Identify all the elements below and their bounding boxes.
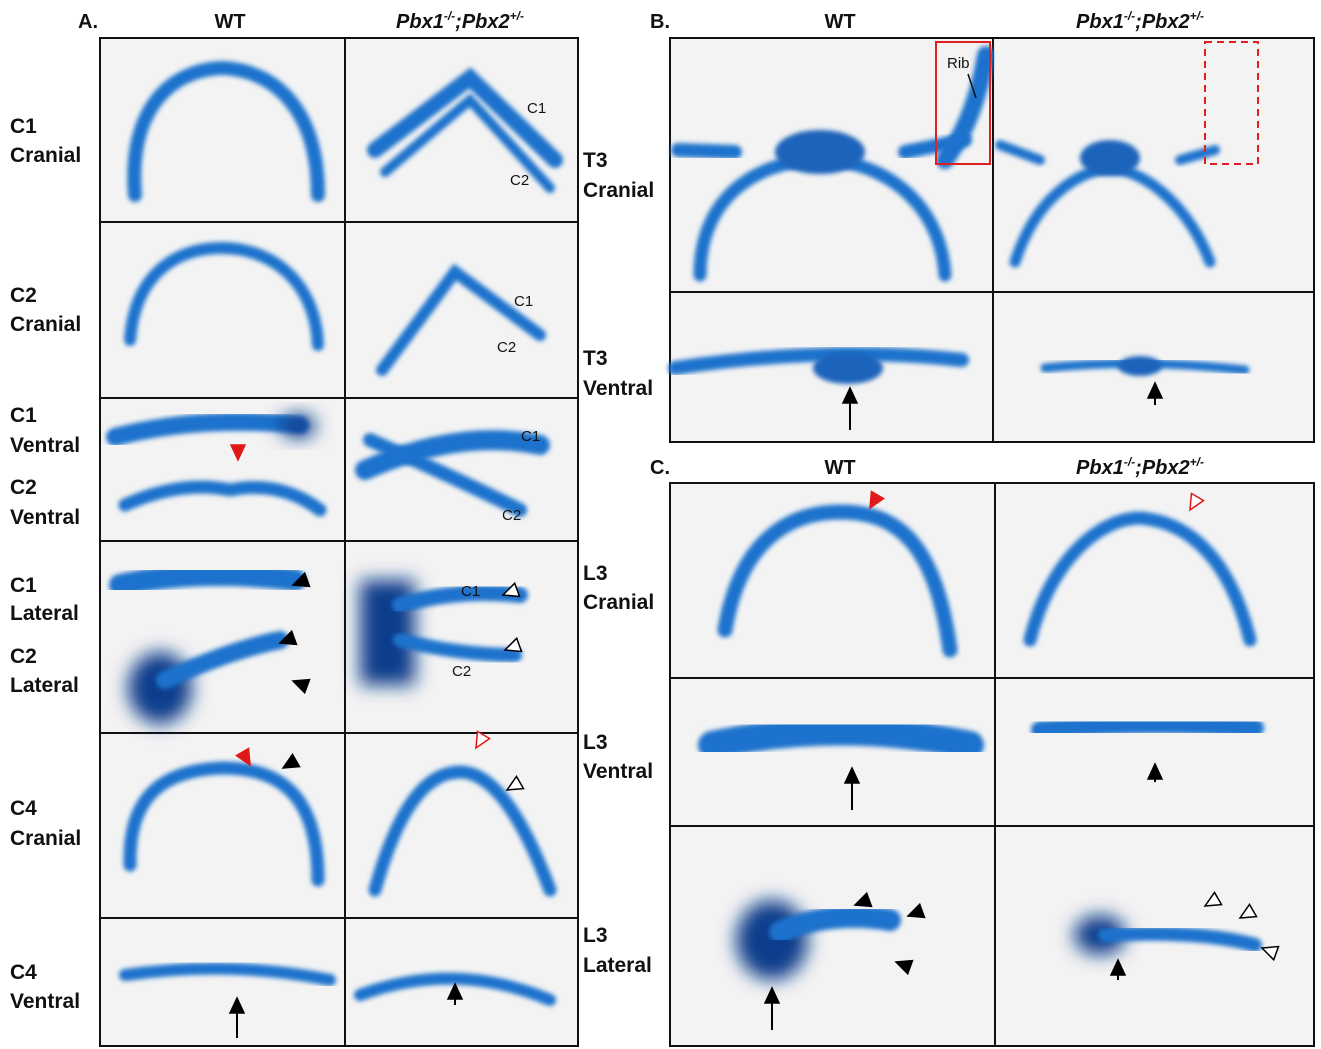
image-cell (670, 826, 995, 1046)
annotation: C1 (521, 428, 540, 445)
figure: A. WT Pbx1-/-;Pbx2+/- C1 Cranial C2 Cran… (0, 0, 1321, 1049)
specimen (1040, 724, 1255, 730)
row-label: Lateral (10, 602, 79, 625)
row-label: Cranial (10, 827, 81, 850)
row-label: T3 (583, 347, 608, 370)
row-label: C1 (10, 115, 37, 138)
image-cell (995, 483, 1314, 678)
panel-label: A. (78, 11, 98, 33)
row-label: Cranial (583, 179, 654, 202)
column-header: WT (824, 11, 855, 33)
specimen (813, 352, 883, 384)
row-label: L3 (583, 562, 608, 585)
row-label: Lateral (10, 674, 79, 697)
panel-c: C. WT Pbx1-/-;Pbx2+/- L3 Cranial L3 Vent… (583, 455, 1314, 1046)
annotation: C2 (452, 663, 471, 680)
row-label: Ventral (583, 377, 653, 400)
image-cell (993, 38, 1314, 292)
specimen (712, 732, 970, 746)
row-label: L3 (583, 731, 608, 754)
row-label: C1 (10, 404, 37, 427)
panel-b: B. WT Pbx1-/-;Pbx2+/- Rib T3 Cranial T3 … (583, 9, 1314, 442)
row-label: C1 (10, 574, 37, 597)
panel-label: B. (650, 11, 670, 33)
specimen (1080, 140, 1140, 176)
image-cell (995, 678, 1314, 826)
image-cell (345, 38, 578, 222)
annotation: C1 (527, 100, 546, 117)
annotation: C2 (502, 507, 521, 524)
row-label: C4 (10, 797, 37, 820)
row-label: Ventral (10, 434, 80, 457)
column-header: WT (214, 11, 245, 33)
annotation: C2 (497, 339, 516, 356)
row-label: Cranial (10, 144, 81, 167)
annotation: C2 (510, 172, 529, 189)
column-header: Pbx1-/-;Pbx2+/- (396, 9, 524, 33)
row-label: C2 (10, 645, 37, 668)
row-label: C2 (10, 284, 37, 307)
panel-a: A. WT Pbx1-/-;Pbx2+/- C1 Cranial C2 Cran… (10, 9, 578, 1046)
specimen (775, 130, 865, 174)
panel-label: C. (650, 457, 670, 479)
specimen (736, 900, 808, 980)
specimen (280, 414, 316, 438)
row-label: T3 (583, 149, 608, 172)
row-label: C4 (10, 961, 37, 984)
row-label: C2 (10, 476, 37, 499)
column-header: WT (824, 457, 855, 479)
specimen (1118, 356, 1162, 376)
annotation: C1 (514, 293, 533, 310)
row-label: L3 (583, 924, 608, 947)
row-label: Cranial (10, 313, 81, 336)
annotation: C1 (461, 583, 480, 600)
column-header: Pbx1-/-;Pbx2+/- (1076, 455, 1204, 479)
row-label: Ventral (10, 506, 80, 529)
annotation: Rib (947, 55, 970, 72)
specimen (120, 575, 295, 585)
row-label: Ventral (583, 760, 653, 783)
row-label: Ventral (10, 990, 80, 1013)
row-label: Cranial (583, 591, 654, 614)
column-header: Pbx1-/-;Pbx2+/- (1076, 9, 1204, 33)
row-label: Lateral (583, 954, 652, 977)
